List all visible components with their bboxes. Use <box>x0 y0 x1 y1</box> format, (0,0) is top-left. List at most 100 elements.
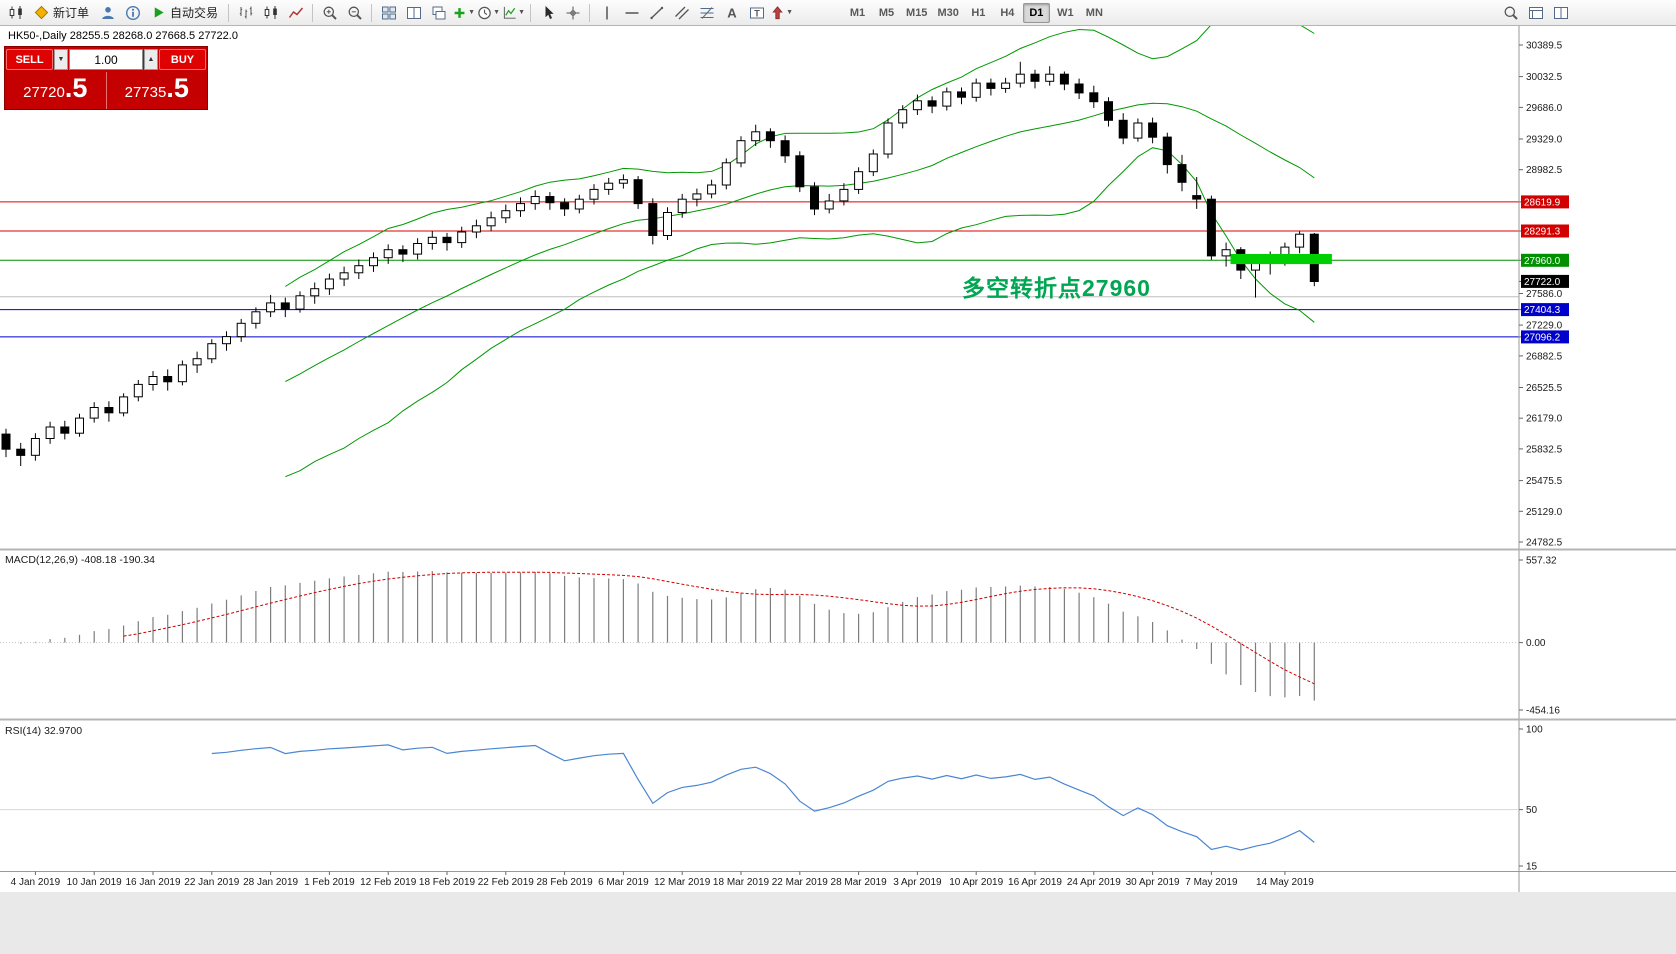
svg-text:-454.16: -454.16 <box>1526 706 1560 717</box>
svg-text:27722.0: 27722.0 <box>1524 277 1561 288</box>
svg-text:6 Mar 2019: 6 Mar 2019 <box>598 877 649 888</box>
line-chart-icon[interactable] <box>283 1 308 25</box>
periods-icon[interactable]: ▼ <box>476 1 501 25</box>
sell-price[interactable]: 27720.5 <box>5 72 106 109</box>
svg-text:22 Mar 2019: 22 Mar 2019 <box>772 877 829 888</box>
svg-text:22 Feb 2019: 22 Feb 2019 <box>478 877 535 888</box>
svg-text:25129.0: 25129.0 <box>1526 507 1563 518</box>
svg-text:29686.0: 29686.0 <box>1526 103 1563 114</box>
toolbar-separator <box>530 3 532 22</box>
svg-text:1 Feb 2019: 1 Feb 2019 <box>304 877 355 888</box>
svg-text:14 May 2019: 14 May 2019 <box>1256 877 1314 888</box>
volume-input[interactable] <box>69 49 143 70</box>
timeframe-M30[interactable]: M30 <box>933 3 962 23</box>
search-icon[interactable] <box>1498 1 1523 25</box>
order-type-dropdown[interactable]: ▼ <box>54 49 68 70</box>
svg-text:16 Jan 2019: 16 Jan 2019 <box>125 877 180 888</box>
candles <box>1 61 1319 466</box>
svg-text:27404.3: 27404.3 <box>1524 305 1561 316</box>
svg-text:18 Feb 2019: 18 Feb 2019 <box>419 877 476 888</box>
svg-text:27229.0: 27229.0 <box>1526 321 1563 332</box>
tile-windows-icon[interactable] <box>376 1 401 25</box>
fibonacci-icon[interactable] <box>694 1 719 25</box>
bollinger-bands <box>285 26 1315 478</box>
svg-text:24782.5: 24782.5 <box>1526 538 1563 549</box>
fullscreen-icon[interactable] <box>1548 1 1573 25</box>
bar-chart-icon[interactable] <box>233 1 258 25</box>
svg-text:29329.0: 29329.0 <box>1526 135 1563 146</box>
buy-price-frac: .5 <box>166 73 189 103</box>
volume-stepper[interactable]: ▲ <box>144 49 158 70</box>
macd-signal-line <box>123 571 1315 685</box>
sell-button[interactable]: SELL <box>6 49 53 70</box>
equidistant-channel-icon[interactable] <box>669 1 694 25</box>
rsi-indicator-label: RSI(14) 32.9700 <box>5 725 83 737</box>
support-highlight <box>1230 254 1332 265</box>
svg-text:24 Apr 2019: 24 Apr 2019 <box>1067 877 1121 888</box>
price-chart[interactable]: 30389.5 30032.5 29686.0 29329.0 28982.5 28619… <box>0 26 1676 892</box>
svg-text:50: 50 <box>1526 805 1538 816</box>
svg-text:28 Mar 2019: 28 Mar 2019 <box>831 877 888 888</box>
sell-price-int: 27720 <box>23 84 65 101</box>
crosshair-icon[interactable] <box>560 1 585 25</box>
text-icon[interactable]: A <box>719 1 744 25</box>
toolbar: 新订单 自动交易 ▼ ▼ ▼ A T ▼ M1 M5 M15 M30 H1 H4 D1 W1 MN <box>0 0 1676 26</box>
svg-text:30032.5: 30032.5 <box>1526 72 1563 83</box>
toolbar-separator <box>589 3 591 22</box>
sell-price-frac: .5 <box>64 73 88 103</box>
horizontal-line-icon[interactable] <box>619 1 644 25</box>
info-icon[interactable] <box>120 1 145 25</box>
svg-text:25475.5: 25475.5 <box>1526 476 1563 487</box>
data-window-icon[interactable] <box>1523 1 1548 25</box>
svg-text:12 Mar 2019: 12 Mar 2019 <box>654 877 711 888</box>
svg-text:3 Apr 2019: 3 Apr 2019 <box>893 877 942 888</box>
toolbar-separator <box>312 3 314 22</box>
toolbar-separator <box>228 3 230 22</box>
timeframe-H4[interactable]: H4 <box>994 3 1021 23</box>
buy-price[interactable]: 27735.5 <box>105 72 208 109</box>
shapes-icon[interactable]: ▼ <box>769 1 794 25</box>
charts-menu-icon[interactable] <box>3 1 28 25</box>
timeframe-M1[interactable]: M1 <box>844 3 871 23</box>
cursor-icon[interactable] <box>535 1 560 25</box>
timeframe-D1[interactable]: D1 <box>1022 2 1050 23</box>
svg-text:A: A <box>727 5 737 20</box>
trendline-icon[interactable] <box>644 1 669 25</box>
timeframe-W1[interactable]: W1 <box>1052 3 1079 23</box>
svg-text:28 Jan 2019: 28 Jan 2019 <box>243 877 298 888</box>
macd-histogram <box>20 571 1315 701</box>
svg-text:557.32: 557.32 <box>1526 556 1557 567</box>
svg-text:27586.0: 27586.0 <box>1526 289 1563 300</box>
label-icon[interactable]: T <box>744 1 769 25</box>
svg-text:27096.2: 27096.2 <box>1524 332 1561 343</box>
svg-text:26882.5: 26882.5 <box>1526 351 1563 362</box>
buy-price-int: 27735 <box>124 84 167 101</box>
svg-text:30 Apr 2019: 30 Apr 2019 <box>1126 877 1180 888</box>
date-axis[interactable]: 4 Jan 2019 10 Jan 2019 16 Jan 2019 22 Jan 2… <box>11 871 1315 889</box>
cascade-windows-icon[interactable] <box>426 1 451 25</box>
zoom-out-icon[interactable] <box>342 1 367 25</box>
zoom-in-icon[interactable] <box>317 1 342 25</box>
arrange-windows-icon[interactable] <box>401 1 426 25</box>
candlestick-chart-icon[interactable] <box>258 1 283 25</box>
new-order-button[interactable]: 新订单 <box>28 2 95 24</box>
svg-text:28 Feb 2019: 28 Feb 2019 <box>537 877 594 888</box>
autotrade-button[interactable]: 自动交易 <box>145 2 224 24</box>
svg-text:18 Mar 2019: 18 Mar 2019 <box>713 877 770 888</box>
svg-text:0.00: 0.00 <box>1526 638 1546 649</box>
timeframe-M5[interactable]: M5 <box>873 3 900 23</box>
new-chart-icon[interactable]: ▼ <box>451 1 476 25</box>
macd-indicator-label: MACD(12,26,9) -408.18 -190.34 <box>5 554 155 566</box>
timeframe-M15[interactable]: M15 <box>902 3 931 23</box>
vertical-line-icon[interactable] <box>594 1 619 25</box>
svg-text:26179.0: 26179.0 <box>1526 414 1563 425</box>
indicators-icon[interactable]: ▼ <box>501 1 526 25</box>
horizontal-lines <box>0 201 1519 338</box>
svg-text:16 Apr 2019: 16 Apr 2019 <box>1008 877 1062 888</box>
timeframe-MN[interactable]: MN <box>1081 3 1108 23</box>
buy-button[interactable]: BUY <box>159 49 206 70</box>
one-click-trade-panel: SELL ▼ ▲ BUY 27720.5 27735.5 <box>4 46 208 110</box>
svg-text:100: 100 <box>1526 725 1543 736</box>
timeframe-H1[interactable]: H1 <box>965 3 992 23</box>
profile-icon[interactable] <box>95 1 120 25</box>
